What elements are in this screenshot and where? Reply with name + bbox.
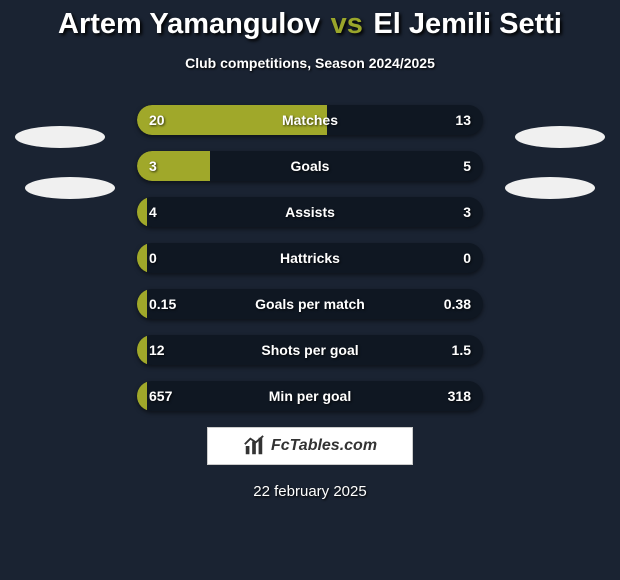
fctables-badge: FcTables.com xyxy=(207,427,413,465)
player1-name: Artem Yamangulov xyxy=(58,8,320,40)
player2-name: El Jemili Setti xyxy=(373,8,562,40)
stat-left-value: 0 xyxy=(149,250,157,266)
comparison-title: Artem Yamangulov vs El Jemili Setti xyxy=(0,0,620,41)
stat-left-value: 0.15 xyxy=(149,296,176,312)
stat-right-value: 13 xyxy=(455,112,471,128)
stat-fill xyxy=(137,151,210,181)
decor-ellipse-right-2 xyxy=(505,177,595,199)
stat-right-value: 3 xyxy=(463,204,471,220)
chart-icon xyxy=(243,435,265,457)
subtitle: Club competitions, Season 2024/2025 xyxy=(0,55,620,71)
stat-fill xyxy=(137,289,147,319)
stat-label: Goals per match xyxy=(255,296,365,312)
stat-row: 3 Goals 5 xyxy=(137,151,483,181)
stat-right-value: 318 xyxy=(448,388,471,404)
stat-label: Goals xyxy=(291,158,330,174)
stat-left-value: 3 xyxy=(149,158,157,174)
stat-left-value: 20 xyxy=(149,112,165,128)
badge-text: FcTables.com xyxy=(271,437,377,455)
stat-row: 20 Matches 13 xyxy=(137,105,483,135)
vs-label: vs xyxy=(331,8,363,40)
stats-bars-container: 20 Matches 13 3 Goals 5 4 Assists 3 0 Hattricks 0 0.… xyxy=(137,105,483,411)
stat-right-value: 1.5 xyxy=(452,342,471,358)
stat-fill xyxy=(137,335,147,365)
stat-fill xyxy=(137,381,147,411)
stat-label: Shots per goal xyxy=(261,342,358,358)
stat-left-value: 4 xyxy=(149,204,157,220)
stat-right-value: 5 xyxy=(463,158,471,174)
stat-left-value: 12 xyxy=(149,342,165,358)
stat-fill xyxy=(137,243,147,273)
stat-right-value: 0 xyxy=(463,250,471,266)
stat-label: Matches xyxy=(282,112,338,128)
stat-label: Assists xyxy=(285,204,335,220)
stat-row: 12 Shots per goal 1.5 xyxy=(137,335,483,365)
decor-ellipse-right-1 xyxy=(515,126,605,148)
stat-row: 4 Assists 3 xyxy=(137,197,483,227)
stat-label: Min per goal xyxy=(269,388,351,404)
decor-ellipse-left-2 xyxy=(25,177,115,199)
stat-fill xyxy=(137,197,147,227)
stat-row: 657 Min per goal 318 xyxy=(137,381,483,411)
stat-row: 0 Hattricks 0 xyxy=(137,243,483,273)
decor-ellipse-left-1 xyxy=(15,126,105,148)
stat-label: Hattricks xyxy=(280,250,340,266)
stat-left-value: 657 xyxy=(149,388,172,404)
date-label: 22 february 2025 xyxy=(0,483,620,500)
stat-row: 0.15 Goals per match 0.38 xyxy=(137,289,483,319)
stat-right-value: 0.38 xyxy=(444,296,471,312)
